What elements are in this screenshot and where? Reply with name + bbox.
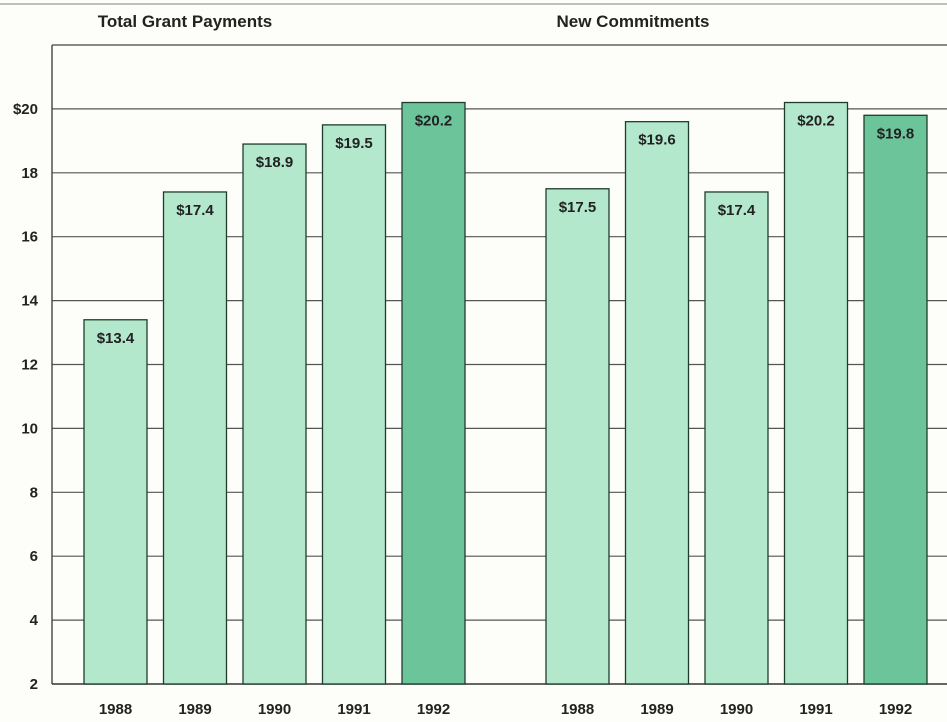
bar (321, 124, 387, 685)
data-label: $17.4 (176, 202, 214, 219)
bar (863, 114, 928, 685)
data-label: $17.5 (559, 199, 597, 216)
x-tick-label: 1992 (879, 701, 912, 717)
x-tick-label: 1990 (258, 701, 291, 717)
labels: 2 4 6 8 10 12 14 16 18 $20 Total Grant Payments $13… (13, 12, 915, 718)
y-tick-label: 16 (21, 229, 38, 246)
bar (624, 121, 690, 685)
bar (242, 143, 307, 685)
data-label: $19.8 (877, 125, 915, 142)
x-tick-label: 1988 (99, 701, 132, 717)
y-tick-label: 14 (21, 293, 38, 310)
bar (783, 101, 849, 685)
panel-title: Total Grant Payments (98, 12, 272, 31)
bar (162, 191, 228, 685)
data-label: $17.4 (718, 202, 756, 219)
y-tick-label: 12 (21, 357, 38, 374)
bar (83, 319, 148, 685)
y-tick-label: 6 (30, 548, 38, 565)
y-tick-label: 10 (21, 420, 38, 437)
x-tick-label: 1989 (640, 701, 673, 717)
x-tick-label: 1991 (799, 701, 832, 717)
y-tick-label: 18 (21, 165, 38, 182)
x-tick-label: 1989 (178, 701, 211, 717)
y-tick-label: $20 (13, 101, 38, 118)
y-tick-label: 4 (30, 612, 39, 629)
data-label: $18.9 (256, 154, 294, 171)
x-tick-label: 1991 (337, 701, 370, 717)
x-tick-label: 1992 (417, 701, 450, 717)
data-label: $20.2 (415, 113, 453, 130)
x-tick-label: 1988 (561, 701, 594, 717)
data-label: $20.2 (797, 113, 835, 130)
bar (704, 191, 769, 685)
panel-title: New Commitments (556, 12, 709, 31)
y-tick-label: 2 (30, 676, 38, 693)
x-tick-label: 1990 (720, 701, 753, 717)
data-label: $19.6 (638, 132, 676, 149)
bar (545, 188, 610, 685)
data-label: $19.5 (335, 135, 373, 152)
bar (401, 101, 466, 685)
bars (83, 101, 928, 685)
y-tick-label: 8 (30, 484, 38, 501)
data-label: $13.4 (97, 330, 135, 347)
